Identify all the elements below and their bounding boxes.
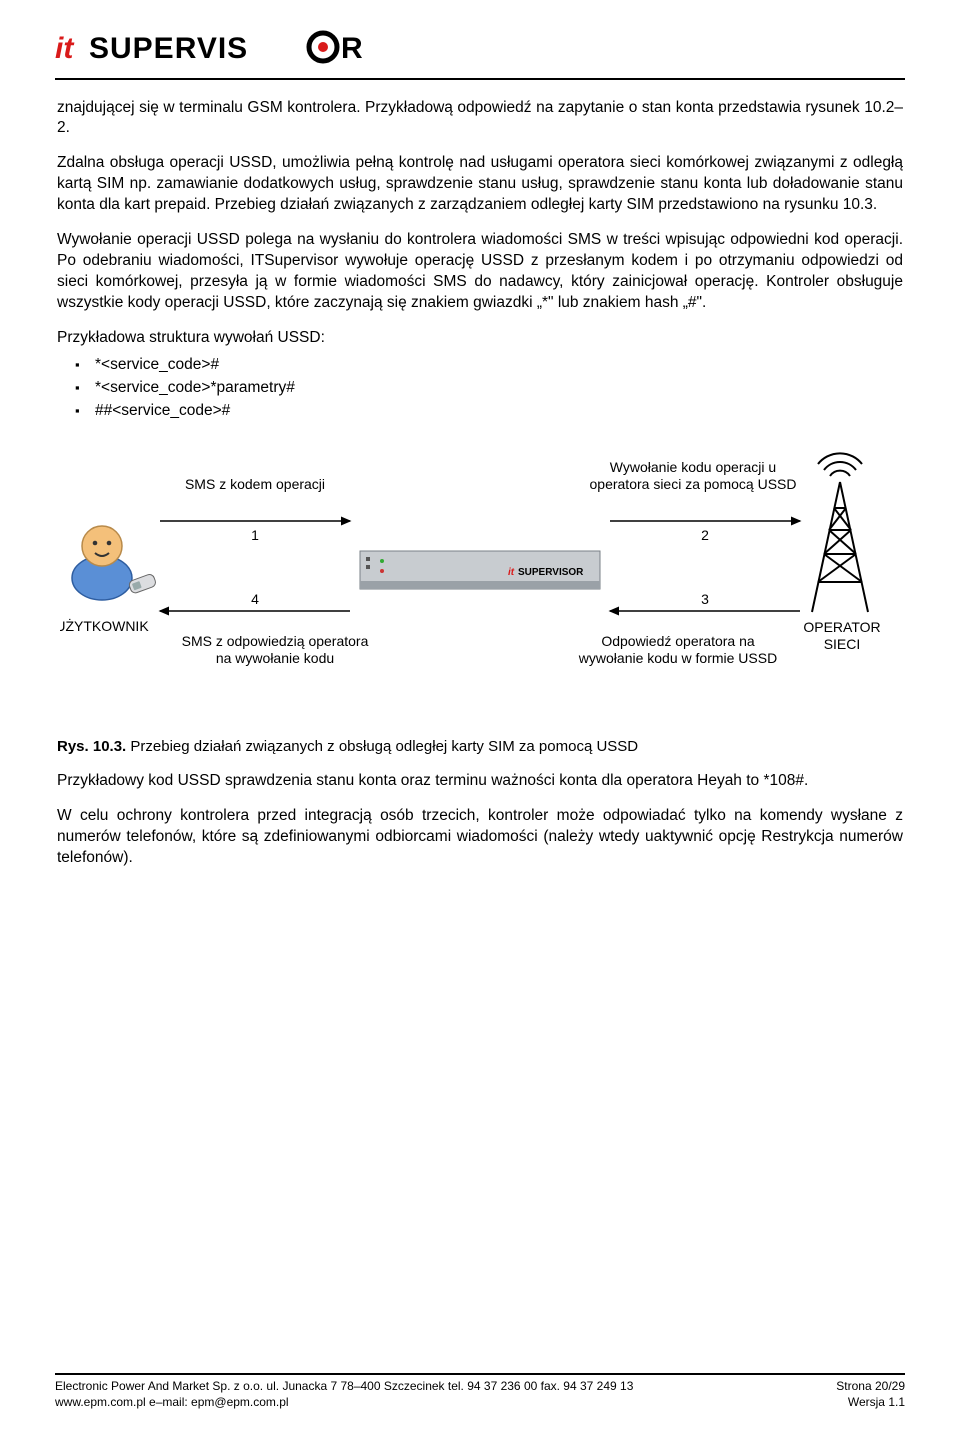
paragraph-1: znajdującej się w terminalu GSM kontrole… — [55, 98, 905, 140]
paragraph-2: Zdalna obsługa operacji USSD, umożliwia … — [55, 153, 905, 216]
ussd-structure-heading: Przykładowa struktura wywołań USSD: — [55, 328, 905, 349]
list-item: *<service_code># — [95, 353, 905, 376]
arrow1-label: SMS z kodem operacji — [185, 476, 325, 492]
figure-caption-text: Przebieg działań związanych z obsługą od… — [126, 738, 638, 755]
footer-page-number: Strona 20/29 — [836, 1378, 905, 1394]
header-logo: it SUPERVIS R — [55, 28, 905, 68]
operator-label-2: SIECI — [824, 636, 861, 652]
svg-text:it: it — [55, 32, 75, 65]
flow-diagram: UŻYTKOWNIK it SUPERVISOR — [60, 446, 900, 726]
paragraph-5: W celu ochrony kontrolera przed integrac… — [55, 806, 905, 869]
arrow2-label-1: Wywołanie kodu operacji u — [610, 459, 776, 475]
paragraph-4: Przykładowy kod USSD sprawdzenia stanu k… — [55, 771, 905, 792]
arrow2-num: 2 — [701, 527, 709, 543]
svg-text:R: R — [341, 32, 363, 65]
footer-contact: www.epm.com.pl e–mail: epm@epm.com.pl — [55, 1394, 289, 1410]
arrow4-label-1: SMS z odpowiedzią operatora — [182, 633, 369, 649]
figure-caption: Rys. 10.3. Przebieg działań związanych z… — [55, 738, 905, 755]
user-icon — [72, 526, 157, 600]
tower-icon — [812, 454, 868, 613]
page-footer: Electronic Power And Market Sp. z o.o. u… — [55, 1373, 905, 1410]
user-label: UŻYTKOWNIK — [60, 617, 149, 634]
svg-text:it: it — [508, 567, 515, 578]
svg-text:SUPERVIS: SUPERVIS — [89, 32, 248, 65]
device-icon: it SUPERVISOR — [360, 551, 600, 589]
arrow3-label-1: Odpowiedź operatora na — [601, 633, 755, 649]
ussd-structure-list: *<service_code># *<service_code>*paramet… — [55, 353, 905, 423]
arrow3-label-2: wywołanie kodu w formie USSD — [578, 650, 777, 666]
list-item: *<service_code>*parametry# — [95, 376, 905, 399]
footer-address: Electronic Power And Market Sp. z o.o. u… — [55, 1378, 633, 1394]
footer-divider — [55, 1373, 905, 1375]
arrow1-num: 1 — [251, 527, 259, 543]
header-divider — [55, 78, 905, 80]
arrow2-label-2: operatora sieci za pomocą USSD — [590, 476, 797, 492]
footer-version: Wersja 1.1 — [848, 1394, 905, 1410]
list-item: ##<service_code># — [95, 399, 905, 422]
arrow4-label-2: na wywołanie kodu — [216, 650, 334, 666]
arrow3-num: 3 — [701, 591, 709, 607]
paragraph-3: Wywołanie operacji USSD polega na wysłan… — [55, 230, 905, 314]
figure-caption-label: Rys. 10.3. — [57, 738, 126, 755]
svg-text:SUPERVISOR: SUPERVISOR — [518, 567, 584, 578]
arrow4-num: 4 — [251, 591, 259, 607]
operator-label-1: OPERATOR — [803, 619, 880, 635]
